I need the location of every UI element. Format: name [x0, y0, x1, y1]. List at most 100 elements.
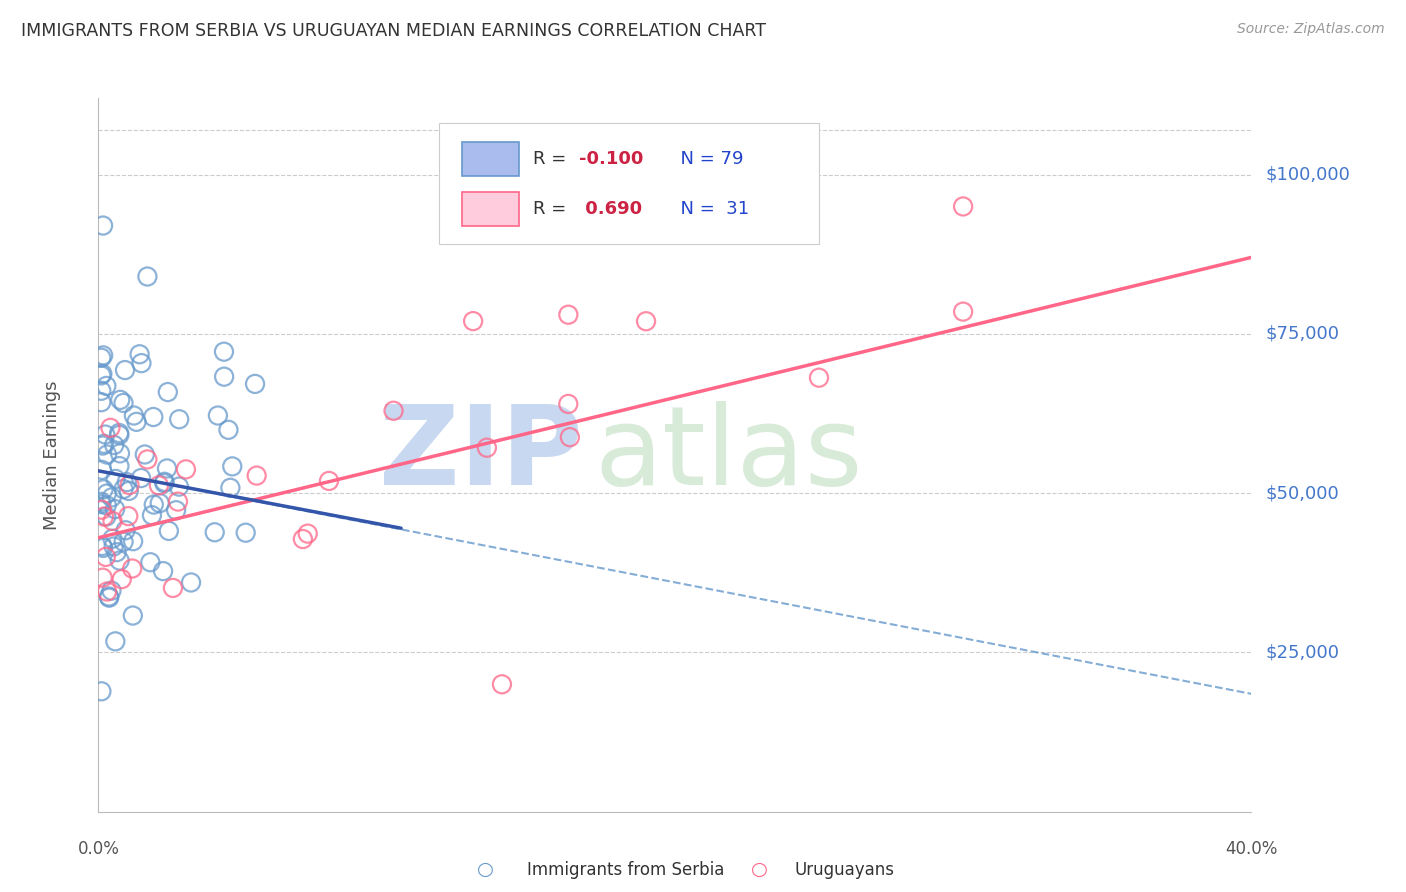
Point [104, 502, 127, 516]
Point [108, 428, 131, 442]
Point [149, 496, 172, 510]
Point [90, 395, 112, 409]
Point [118, 483, 141, 498]
Point [243, 376, 266, 391]
Point [461, 314, 484, 328]
Point [212, 344, 235, 359]
Point [103, 438, 125, 452]
Point [91, 219, 114, 233]
Point [131, 356, 153, 370]
Point [91, 367, 114, 381]
Point [90, 684, 112, 698]
Point [167, 412, 190, 426]
Point [157, 524, 180, 538]
Text: IMMIGRANTS FROM SERBIA VS URUGUAYAN MEDIAN EARNINGS CORRELATION CHART: IMMIGRANTS FROM SERBIA VS URUGUAYAN MEDI… [21, 22, 766, 40]
Point [153, 475, 176, 489]
Point [96, 448, 118, 462]
Point [96, 499, 118, 513]
Point [117, 509, 139, 524]
Point [93, 509, 115, 524]
Point [148, 478, 170, 492]
Point [557, 308, 579, 322]
Point [318, 474, 340, 488]
Point [235, 525, 257, 540]
Text: Uruguayans: Uruguayans [794, 861, 894, 879]
Point [139, 555, 162, 569]
Point [90, 495, 112, 509]
Point [91, 348, 114, 362]
Point [108, 459, 131, 474]
Point [141, 508, 163, 523]
Point [98, 591, 121, 605]
Text: N =  31: N = 31 [669, 200, 749, 218]
Point [219, 481, 242, 495]
Point [101, 532, 124, 546]
Point [129, 471, 152, 485]
Text: ○: ○ [477, 860, 494, 880]
Point [90, 384, 112, 398]
Point [167, 480, 190, 494]
Bar [461, 192, 519, 226]
Point [96, 509, 118, 524]
Point [952, 199, 974, 213]
Point [112, 482, 135, 496]
Text: 0.0%: 0.0% [77, 840, 120, 858]
Point [246, 468, 269, 483]
Point [557, 397, 579, 411]
Point [91, 571, 114, 585]
Text: -0.100: -0.100 [579, 150, 644, 168]
Point [121, 608, 143, 623]
Point [94, 427, 117, 442]
Point [217, 423, 239, 437]
Point [128, 347, 150, 361]
Point [204, 525, 226, 540]
Point [96, 486, 118, 500]
Point [125, 415, 148, 429]
Point [122, 534, 145, 549]
Point [105, 545, 128, 559]
Point [91, 541, 114, 555]
Point [104, 472, 127, 486]
Point [156, 461, 179, 475]
Text: $100,000: $100,000 [1265, 166, 1350, 184]
Point [100, 583, 122, 598]
Point [136, 269, 159, 284]
Point [165, 503, 187, 517]
Text: Median Earnings: Median Earnings [44, 380, 62, 530]
Point [207, 409, 229, 423]
Point [97, 590, 120, 604]
Point [115, 475, 138, 490]
Point [104, 634, 127, 648]
Point [153, 476, 176, 491]
Point [110, 392, 132, 407]
Point [134, 448, 156, 462]
Point [291, 532, 314, 546]
Point [101, 491, 124, 505]
Point [96, 379, 118, 393]
Point [152, 564, 174, 578]
Point [114, 363, 136, 377]
Text: atlas: atlas [595, 401, 863, 508]
Text: Immigrants from Serbia: Immigrants from Serbia [527, 861, 724, 879]
Text: $25,000: $25,000 [1265, 643, 1340, 662]
Point [221, 459, 243, 474]
Point [108, 553, 131, 567]
Point [108, 446, 131, 460]
Point [952, 304, 974, 318]
Text: R =: R = [533, 200, 572, 218]
Point [90, 497, 112, 511]
Point [94, 549, 117, 564]
Point [162, 581, 184, 595]
Point [636, 314, 658, 328]
Point [491, 677, 513, 691]
Point [114, 523, 136, 537]
Point [91, 439, 114, 453]
Text: R =: R = [533, 150, 572, 168]
Text: 0.690: 0.690 [579, 200, 643, 218]
Point [112, 534, 135, 549]
Point [93, 483, 115, 497]
Point [136, 452, 159, 467]
Point [475, 441, 498, 455]
Point [96, 584, 118, 599]
Point [558, 430, 581, 444]
